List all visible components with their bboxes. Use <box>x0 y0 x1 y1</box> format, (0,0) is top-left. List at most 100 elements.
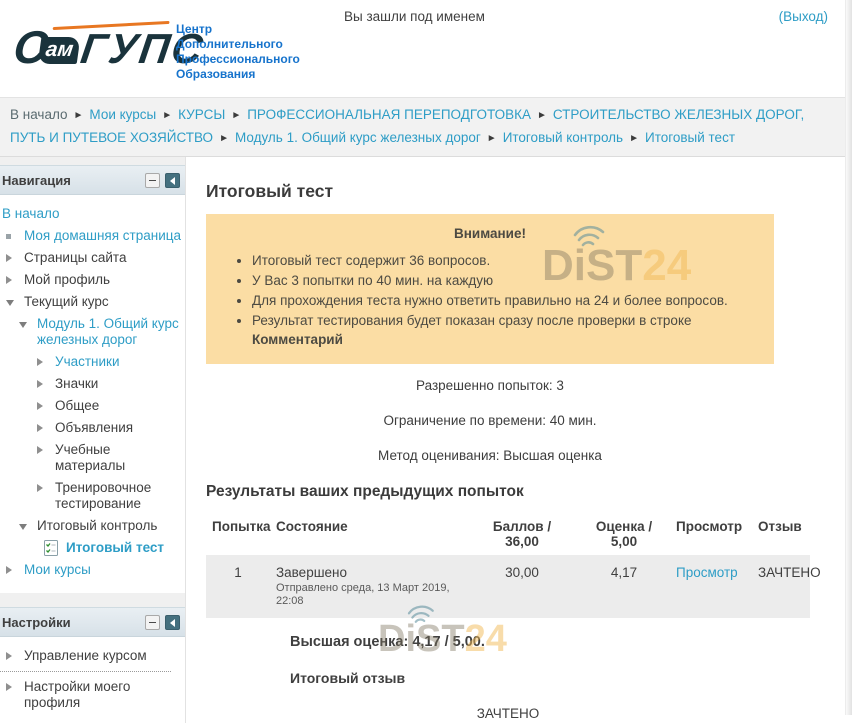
review-link[interactable]: Просмотр <box>676 565 738 580</box>
attempt-number-cell: 1 <box>234 565 242 580</box>
sidebar-item-label: Общее <box>55 398 100 413</box>
attempt-grade-cell: 30,00 <box>505 565 539 580</box>
nav-final-test[interactable]: Итоговый тест <box>0 537 185 559</box>
results-col-header: Состояние <box>276 519 348 534</box>
sidebar-item-label: Страницы сайта <box>24 250 127 265</box>
nav-badges[interactable]: Значки <box>0 373 185 395</box>
nav-materials[interactable]: Учебные материалы <box>0 439 185 477</box>
settings-block-header: Настройки <box>0 607 185 637</box>
nav-final-control[interactable]: Итоговый контроль <box>0 515 185 537</box>
main-content: Итоговый тест Внимание! Итоговый тест со… <box>186 157 852 723</box>
collapsed-arrow-icon <box>37 358 43 366</box>
attempt-state-cell: Завершено Отправлено среда, 13 Март 2019,… <box>270 555 466 618</box>
collapsed-arrow-icon <box>6 683 12 691</box>
sidebar-item-label: Объявления <box>55 420 134 435</box>
collapsed-arrow-icon <box>37 380 43 388</box>
nav-my-home[interactable]: Моя домашняя страница <box>0 225 185 247</box>
breadcrumb-separator-icon: ► <box>629 133 639 144</box>
org-name-line: Образования <box>176 67 256 81</box>
org-name-line: Дополнительного <box>176 37 283 51</box>
collapsed-arrow-icon <box>37 402 43 410</box>
results-col-header: Попытка <box>212 519 271 534</box>
expanded-arrow-icon <box>19 322 27 328</box>
block-divider <box>0 671 171 672</box>
dock-block-icon[interactable] <box>165 172 180 188</box>
breadcrumb: В начало ► Мои курсы ► КУРСЫ ► ПРОФЕССИОНАЛЬНА… <box>0 97 845 157</box>
sidebar-item-label: Модуль 1. Общий курс железных дорог <box>37 316 179 347</box>
nav-participants[interactable]: Участники <box>0 351 185 373</box>
attempt-state: Завершено <box>276 565 348 580</box>
nav-my-courses[interactable]: Мои курсы <box>0 559 185 581</box>
settings-my-profile[interactable]: Настройки моего профиля <box>0 676 185 714</box>
sidebar-item-label: Учебные материалы <box>55 442 126 473</box>
site-header: СамГУПС Центр Дополнительного Профессион… <box>0 0 852 97</box>
notice-title: Внимание! <box>454 226 526 241</box>
scrollbar-track[interactable] <box>845 0 852 715</box>
sidebar: Навигация В начало Моя домашняя страница С… <box>0 157 186 726</box>
collapse-block-icon[interactable] <box>145 614 160 630</box>
sidebar-item-label: Моя домашняя страница <box>24 228 181 243</box>
crumb-home[interactable]: В начало <box>10 107 68 122</box>
collapsed-arrow-icon <box>6 652 12 660</box>
collapsed-arrow-icon <box>37 424 43 432</box>
breadcrumb-separator-icon: ► <box>73 110 84 121</box>
collapsed-arrow-icon <box>6 276 12 284</box>
breadcrumb-separator-icon: ► <box>231 110 242 121</box>
nav-module1[interactable]: Модуль 1. Общий курс железных дорог <box>0 313 185 351</box>
quiz-icon <box>44 540 58 560</box>
logout-link[interactable]: (Выход) <box>778 9 828 24</box>
crumb-program[interactable]: СТРОИТЕЛЬСТВО ЖЕЛЕЗНЫХ ДОРОГ, ПУТЬ И ПУТ… <box>10 107 805 145</box>
navigation-block: Навигация В начало Моя домашняя страница С… <box>0 165 185 593</box>
collapse-block-icon[interactable] <box>145 172 160 188</box>
attention-notice: Внимание! Итоговый тест содержит 36 вопр… <box>206 214 774 364</box>
sidebar-item-label: Итоговый контроль <box>37 518 158 533</box>
nav-my-profile[interactable]: Мой профиль <box>0 269 185 291</box>
sidebar-item-label: Значки <box>55 376 99 391</box>
org-name-line: Профессионального <box>176 52 300 66</box>
crumb-final-test[interactable]: Итоговый тест <box>644 130 736 145</box>
nav-announcements[interactable]: Объявления <box>0 417 185 439</box>
collapsed-arrow-icon <box>37 446 43 454</box>
notice-bullet: Для прохождения теста нужно ответить пра… <box>252 291 756 310</box>
sidebar-item-label: Тренировочное тестирование <box>55 480 152 511</box>
dock-block-icon[interactable] <box>165 614 180 630</box>
navigation-block-header: Навигация <box>0 165 185 195</box>
final-grade: Высшая оценка: 4,17 / 5,00. <box>290 634 485 650</box>
expanded-arrow-icon <box>6 300 14 306</box>
crumb-courses[interactable]: КУРСЫ <box>178 107 226 122</box>
results-col-header: Оценка /5,00 <box>595 519 653 549</box>
nav-training-test[interactable]: Тренировочное тестирование <box>0 477 185 515</box>
crumb-final-control[interactable]: Итоговый контроль <box>502 130 624 145</box>
breadcrumb-separator-icon: ► <box>486 133 497 144</box>
sidebar-item-label: Итоговый тест <box>66 540 165 555</box>
results-col-header: Баллов /36,00 <box>492 519 552 549</box>
breadcrumb-separator-icon: ► <box>162 110 173 121</box>
attempt-row: 1 Завершено Отправлено среда, 13 Март 2019… <box>206 555 821 618</box>
feedback-cell: ЗАЧТЕНО <box>758 565 821 580</box>
nav-home[interactable]: В начало <box>0 203 185 225</box>
sidebar-item-label: Настройки моего профиля <box>24 679 131 710</box>
breadcrumb-separator-icon: ► <box>536 110 547 121</box>
crumb-my-courses[interactable]: Мои курсы <box>89 107 157 122</box>
feedback-value: ЗАЧТЕНО <box>476 706 540 721</box>
grading-method: Метод оценивания: Высшая оценка <box>378 448 602 463</box>
results-col-header: Просмотр <box>676 519 743 534</box>
settings-block-title: Настройки <box>2 614 71 630</box>
sidebar-item-label: Текущий курс <box>24 294 109 309</box>
attempt-submitted-date: Отправлено среда, 13 Март 2019, 22:08 <box>276 582 450 607</box>
nav-current-course[interactable]: Текущий курс <box>0 291 185 313</box>
attempts-table: Попытка Состояние Баллов /36,00 Оценка /5,0… <box>206 513 821 618</box>
page-title: Итоговый тест <box>206 181 334 201</box>
crumb-module1[interactable]: Модуль 1. Общий курс железных дорог <box>234 130 481 145</box>
feedback-heading: Итоговый отзыв <box>290 670 406 686</box>
crumb-prof-retraining[interactable]: ПРОФЕССИОНАЛЬНАЯ ПЕРЕПОДГОТОВКА <box>247 107 531 122</box>
notice-bullet: Результат тестирования будет показан сра… <box>252 311 756 349</box>
nav-site-pages[interactable]: Страницы сайта <box>0 247 185 269</box>
time-limit: Ограничение по времени: 40 мин. <box>383 413 597 428</box>
breadcrumb-separator-icon: ► <box>219 133 229 144</box>
nav-general[interactable]: Общее <box>0 395 185 417</box>
settings-course-admin[interactable]: Управление курсом <box>0 645 185 667</box>
sidebar-item-label: В начало <box>2 206 60 221</box>
review-cell: Просмотр <box>670 555 752 618</box>
logged-in-text: Вы зашли под именем <box>344 9 485 24</box>
